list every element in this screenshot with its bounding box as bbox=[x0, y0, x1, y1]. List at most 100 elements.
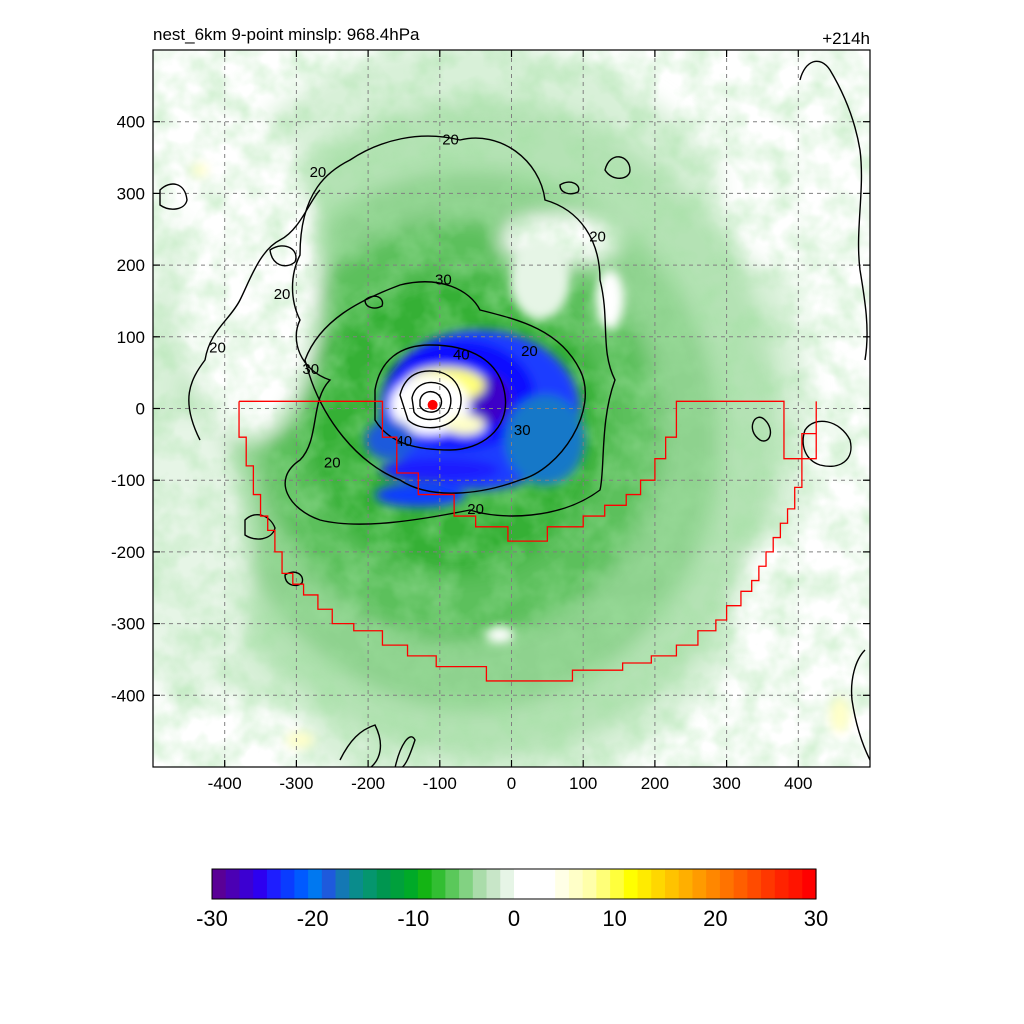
colorbar-swatch bbox=[761, 869, 776, 899]
contour-label: 20 bbox=[521, 343, 538, 360]
contour-label: 20 bbox=[589, 228, 606, 245]
contour-right-1 bbox=[751, 416, 772, 442]
colorbar-swatch bbox=[376, 869, 392, 899]
contour-20-outer bbox=[284, 135, 616, 525]
colorbar-swatch bbox=[568, 869, 584, 899]
contour-far-right bbox=[799, 60, 868, 361]
contour-label: 20 bbox=[310, 164, 327, 181]
colorbar-swatch bbox=[349, 869, 364, 899]
y-tick-label: 200 bbox=[117, 256, 145, 275]
colorbar-swatch bbox=[212, 869, 227, 899]
colorbar-swatch bbox=[527, 869, 543, 899]
contour-inner-2 bbox=[411, 381, 452, 421]
contour-right-2 bbox=[802, 420, 852, 467]
colorbar-tick-label: -20 bbox=[297, 906, 329, 931]
x-tick-label: -300 bbox=[279, 774, 313, 793]
x-tick-label: -200 bbox=[351, 774, 385, 793]
x-tick-label: -100 bbox=[423, 774, 457, 793]
contour-bottom-right bbox=[850, 649, 870, 761]
colorbar-swatch bbox=[253, 869, 268, 899]
colorbar-swatch bbox=[486, 869, 501, 899]
colorbar-tick-label: -30 bbox=[196, 906, 228, 931]
colorbar-swatch bbox=[459, 869, 474, 899]
colorbar-swatch bbox=[225, 869, 241, 899]
colorbar-swatch bbox=[335, 869, 350, 899]
colorbar-swatch bbox=[266, 869, 282, 899]
contour-label: 20 bbox=[467, 501, 484, 518]
colorbar-swatch bbox=[774, 869, 790, 899]
colorbar-swatch bbox=[692, 869, 707, 899]
x-axis: -400 -300 -200 -100 0 100 200 300 400 bbox=[208, 50, 812, 793]
x-tick-label: -400 bbox=[208, 774, 242, 793]
contour-label: 30 bbox=[514, 422, 531, 439]
colorbar-swatch bbox=[747, 869, 762, 899]
colorbar-tick-label: -10 bbox=[397, 906, 429, 931]
colorbar-swatch bbox=[637, 869, 652, 899]
colorbar-swatch bbox=[500, 869, 515, 899]
x-tick-label: 100 bbox=[569, 774, 597, 793]
x-tick-label: 400 bbox=[784, 774, 812, 793]
colorbar-swatch bbox=[623, 869, 639, 899]
contour-40 bbox=[374, 344, 507, 451]
colorbar-swatch bbox=[802, 869, 817, 899]
x-tick-label: 300 bbox=[712, 774, 740, 793]
colorbar-swatch bbox=[582, 869, 597, 899]
contour-left-blob-2 bbox=[284, 571, 304, 587]
colorbar-swatch bbox=[445, 869, 460, 899]
colorbar-swatch bbox=[472, 869, 488, 899]
contour-label: 40 bbox=[396, 433, 413, 450]
contour-small-2 bbox=[559, 181, 580, 195]
colorbar-swatch bbox=[308, 869, 323, 899]
colorbar-tick-label: 20 bbox=[703, 906, 727, 931]
forecast-hour-label: +214h bbox=[822, 29, 870, 48]
colorbar-tick-label: 0 bbox=[508, 906, 520, 931]
contour-label: 20 bbox=[324, 454, 341, 471]
colorbar-swatch bbox=[706, 869, 721, 899]
contour-label: 30 bbox=[302, 361, 319, 378]
contour-inner-1 bbox=[399, 370, 462, 429]
contour-inner-3 bbox=[419, 391, 443, 413]
colorbar-swatch bbox=[417, 869, 433, 899]
contour-top-right bbox=[604, 156, 631, 179]
colorbar-swatch bbox=[678, 869, 694, 899]
colorbar-swatch bbox=[363, 869, 378, 899]
shaded-field bbox=[153, 50, 870, 767]
colorbar-swatch bbox=[239, 869, 254, 899]
contour-label-layer: 20 20 20 20 20 30 30 40 40 20 30 20 20 bbox=[209, 132, 606, 518]
y-tick-label: -300 bbox=[111, 615, 145, 634]
colorbar-swatch bbox=[555, 869, 570, 899]
contour-30 bbox=[304, 281, 586, 494]
colorbar-swatch bbox=[404, 869, 419, 899]
colorbar-swatch bbox=[321, 869, 337, 899]
colorbar-swatch bbox=[651, 869, 666, 899]
contour-label: 20 bbox=[209, 340, 226, 357]
colorbar-swatch bbox=[541, 869, 556, 899]
contour-top-left bbox=[159, 183, 188, 210]
y-tick-label: -200 bbox=[111, 543, 145, 562]
red-region-outline bbox=[238, 400, 817, 682]
x-tick-label: 0 bbox=[507, 774, 516, 793]
colorbar-swatch bbox=[280, 869, 295, 899]
y-tick-label: 400 bbox=[117, 113, 145, 132]
y-tick-label: 300 bbox=[117, 184, 145, 203]
colorbar-tick-label: 30 bbox=[804, 906, 828, 931]
colorbar: -30 -20 -10 0 10 20 30 bbox=[196, 868, 828, 931]
x-tick-label: 200 bbox=[641, 774, 669, 793]
contour-lines bbox=[159, 60, 870, 767]
colorbar-swatch bbox=[431, 869, 446, 899]
contour-label: 20 bbox=[442, 132, 459, 149]
colorbar-swatch bbox=[610, 869, 625, 899]
colorbar-frame bbox=[211, 868, 817, 900]
contour-small-1 bbox=[364, 295, 384, 309]
contour-20-left bbox=[188, 189, 321, 441]
colorbar-swatch bbox=[514, 869, 529, 899]
chart-title: nest_6km 9-point minslp: 968.4hPa bbox=[153, 25, 420, 44]
colorbar-swatch bbox=[719, 869, 735, 899]
y-tick-label: 100 bbox=[117, 328, 145, 347]
contour-label: 20 bbox=[274, 286, 291, 303]
colorbar-swatch bbox=[733, 869, 748, 899]
colorbar-swatch bbox=[788, 869, 803, 899]
contour-label: 40 bbox=[453, 347, 470, 364]
colorbar-swatch bbox=[294, 869, 309, 899]
